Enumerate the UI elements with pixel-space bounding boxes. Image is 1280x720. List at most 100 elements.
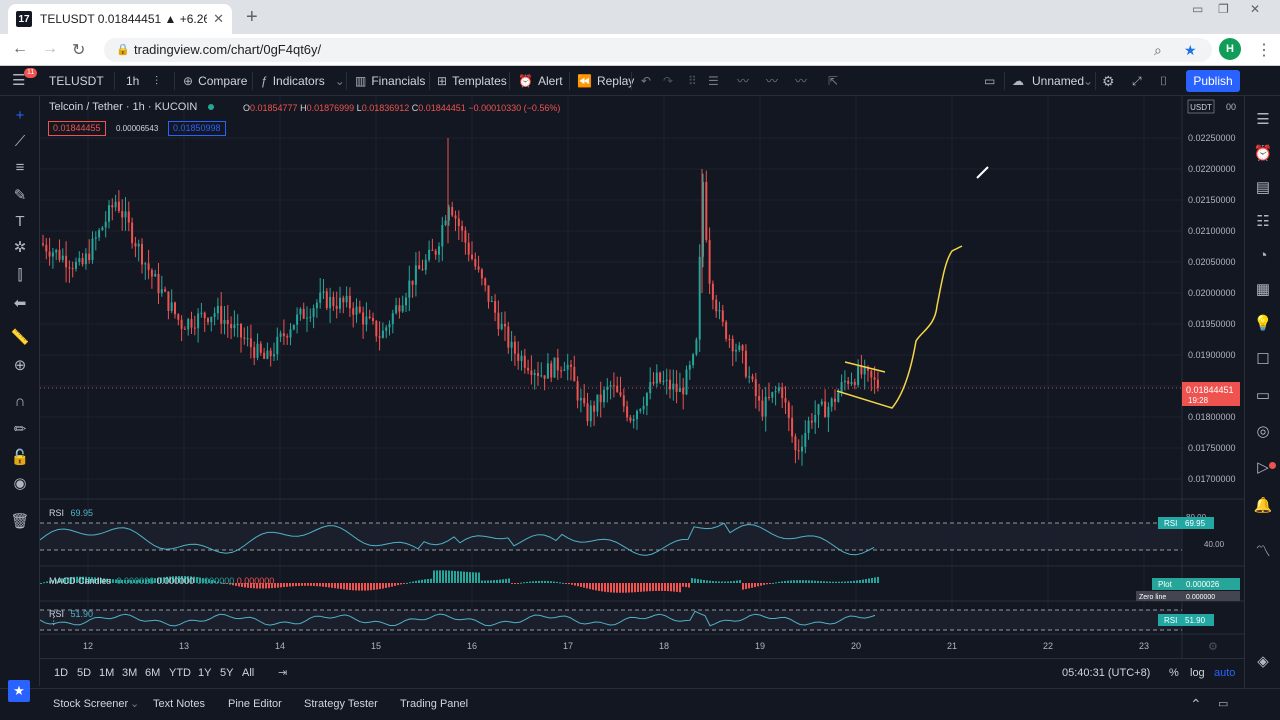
camera-icon[interactable]: ⌷ (1160, 74, 1168, 88)
publish-button[interactable]: Publish (1186, 70, 1240, 92)
eye-icon[interactable]: ◉ (13, 475, 27, 492)
magnet-icon[interactable]: ∩ (14, 393, 26, 410)
tab-trading-panel[interactable]: Trading Panel (400, 698, 469, 710)
browser-menu-icon[interactable]: ⋮ (1256, 42, 1272, 59)
rsi2-legend[interactable]: RSI 51.90 (49, 609, 94, 619)
fib-icon[interactable]: ≡ (15, 159, 25, 176)
percent-toggle[interactable]: % (1169, 667, 1179, 679)
range-5y[interactable]: 5Y (220, 667, 234, 679)
symbol-search-button[interactable]: TELUSDT (49, 74, 104, 88)
restore-icon[interactable]: ❐ (1218, 2, 1229, 16)
lock-drawing-icon[interactable]: ✏ (13, 421, 27, 438)
back-arrow-icon[interactable]: ⬅ (13, 295, 27, 312)
cursor-icon[interactable]: ⇱ (828, 74, 839, 88)
forward-icon[interactable]: → (42, 40, 58, 57)
layout-chevron-icon[interactable]: ⌄ (1083, 74, 1094, 88)
range-6m[interactable]: 6M (145, 667, 161, 679)
undo-icon[interactable]: ↶ (641, 74, 652, 88)
drag-handle-icon[interactable]: ⠿ (688, 74, 697, 88)
range-5d[interactable]: 5D (77, 667, 92, 679)
compare-button[interactable]: ⊕ Compare (183, 66, 247, 96)
templates-button[interactable]: ⊞ Templates (437, 66, 507, 96)
minimize-icon[interactable]: ▭ (1192, 2, 1204, 16)
collapse-panel-icon[interactable]: ⌃ (1190, 696, 1202, 712)
alerts-clock-icon[interactable]: ⏰ (1253, 145, 1273, 162)
close-window-icon[interactable]: ✕ (1250, 2, 1261, 16)
watchlist-icon[interactable]: ☰ (1256, 111, 1270, 128)
reload-icon[interactable]: ↻ (72, 42, 86, 59)
wave-y-icon[interactable]: 〰 (795, 74, 808, 88)
zoom-in-icon[interactable]: ⊕ (13, 357, 27, 374)
close-tab-icon[interactable]: ✕ (213, 11, 224, 26)
calendar-icon[interactable]: ▦ (1255, 281, 1271, 298)
new-tab-icon[interactable]: + (246, 6, 258, 28)
text-tool-icon[interactable]: T (15, 213, 25, 230)
chart-type-icon[interactable]: ⫶ (155, 74, 159, 88)
layout-name-button[interactable]: Unnamed (1032, 74, 1085, 88)
redo-icon[interactable]: ↷ (663, 74, 674, 88)
trend-line-icon[interactable]: ⟋ (14, 133, 26, 150)
pattern-icon[interactable]: ✲ (13, 239, 27, 256)
symbol-legend[interactable]: Telcoin / Tether · 1h · KUCOIN (49, 101, 215, 113)
alert-button[interactable]: ⏰ Alert (518, 66, 563, 96)
range-ytd[interactable]: YTD (169, 667, 191, 679)
prediction-icon[interactable]: ⫿ (17, 267, 23, 284)
log-toggle[interactable]: log (1190, 667, 1205, 679)
crosshair-icon[interactable]: + (15, 107, 25, 124)
browser-tab[interactable]: 17 TELUSDT 0.01844451 ▲ +6.26% ' ✕ (8, 4, 232, 34)
notifications-bell-icon[interactable]: 🔔 (1253, 497, 1273, 514)
bookmark-star-icon[interactable]: ★ (1184, 42, 1197, 58)
fullscreen-icon[interactable]: ⤢ (1132, 74, 1142, 88)
ideas-bulb-icon[interactable]: 💡 (1253, 315, 1273, 332)
zigzag-icon[interactable]: 〽 (1255, 543, 1271, 560)
main-menu-icon[interactable]: ☰ (12, 72, 26, 89)
lock-all-icon[interactable]: 🔓 (10, 449, 30, 466)
range-all[interactable]: All (242, 667, 255, 679)
macd-legend[interactable]: MACD Candles 0.000026 0.000000 0.000000 … (49, 576, 275, 586)
maximize-panel-icon[interactable]: ▭ (1218, 698, 1229, 710)
favorites-star-icon[interactable]: ★ (8, 680, 30, 702)
chat-icon[interactable]: ▭ (1255, 387, 1271, 404)
brush-icon[interactable]: ✎ (13, 187, 27, 204)
news-icon[interactable]: ▤ (1255, 179, 1271, 196)
lines-icon[interactable]: ☰ (708, 74, 719, 88)
chart-area[interactable]: 0.02250000 0.02200000 0.02150000 0.02100000… (40, 96, 1244, 658)
rsi-legend[interactable]: RSI 69.95 (49, 508, 94, 518)
lock-icon[interactable]: 🔒 (116, 44, 130, 56)
buy-price-button[interactable]: 0.01850998 (168, 121, 226, 136)
streams-icon[interactable]: ☐ (1256, 351, 1270, 368)
stock-screener-chevron-icon[interactable]: ⌄ (130, 698, 140, 710)
layers-icon[interactable]: ◈ (1257, 653, 1269, 670)
wave-w-icon[interactable]: 〰 (766, 74, 779, 88)
layout-icon[interactable]: ▭ (984, 74, 996, 88)
range-1d[interactable]: 1D (54, 667, 69, 679)
profile-avatar[interactable]: H (1219, 38, 1241, 60)
trash-icon[interactable]: 🗑 (10, 513, 30, 530)
tab-pine-editor[interactable]: Pine Editor (228, 698, 282, 710)
range-1m[interactable]: 1M (99, 667, 115, 679)
cloud-icon[interactable]: ☁ (1012, 74, 1024, 88)
indicators-button[interactable]: ƒ Indicators ⌄ (261, 66, 345, 96)
hotlist-icon[interactable]: ◔ (1258, 247, 1268, 264)
zoom-icon[interactable]: ⌕ (1154, 42, 1162, 58)
ruler-icon[interactable]: 📏 (10, 329, 30, 346)
replay-button[interactable]: ⏪ Replay (577, 66, 634, 96)
broadcast-icon[interactable]: ◎ (1256, 423, 1270, 440)
interval-button[interactable]: 1h (126, 74, 140, 88)
clock-timezone[interactable]: 05:40:31 (UTC+8) (1062, 667, 1151, 679)
settings-gear-icon[interactable]: ⚙ (1102, 73, 1115, 89)
wave-icon[interactable]: 〰 (737, 74, 750, 88)
data-window-icon[interactable]: ☷ (1256, 213, 1270, 230)
financials-button[interactable]: ▥ Financials (355, 66, 425, 96)
auto-toggle[interactable]: auto (1214, 667, 1236, 679)
tab-strategy-tester[interactable]: Strategy Tester (304, 698, 378, 710)
tab-text-notes[interactable]: Text Notes (153, 698, 205, 710)
range-3m[interactable]: 3M (122, 667, 138, 679)
goto-date-icon[interactable]: ⇥ (278, 667, 288, 679)
play-icon[interactable]: ▷ (1257, 459, 1269, 476)
back-icon[interactable]: ← (12, 40, 28, 57)
range-1y[interactable]: 1Y (198, 667, 212, 679)
sell-price-button[interactable]: 0.01844455 (48, 121, 106, 136)
url-input[interactable]: 🔒 tradingview.com/chart/0gF4qt6y/ ⌕ ★ (104, 38, 1212, 62)
tab-stock-screener[interactable]: Stock Screener (53, 698, 129, 710)
